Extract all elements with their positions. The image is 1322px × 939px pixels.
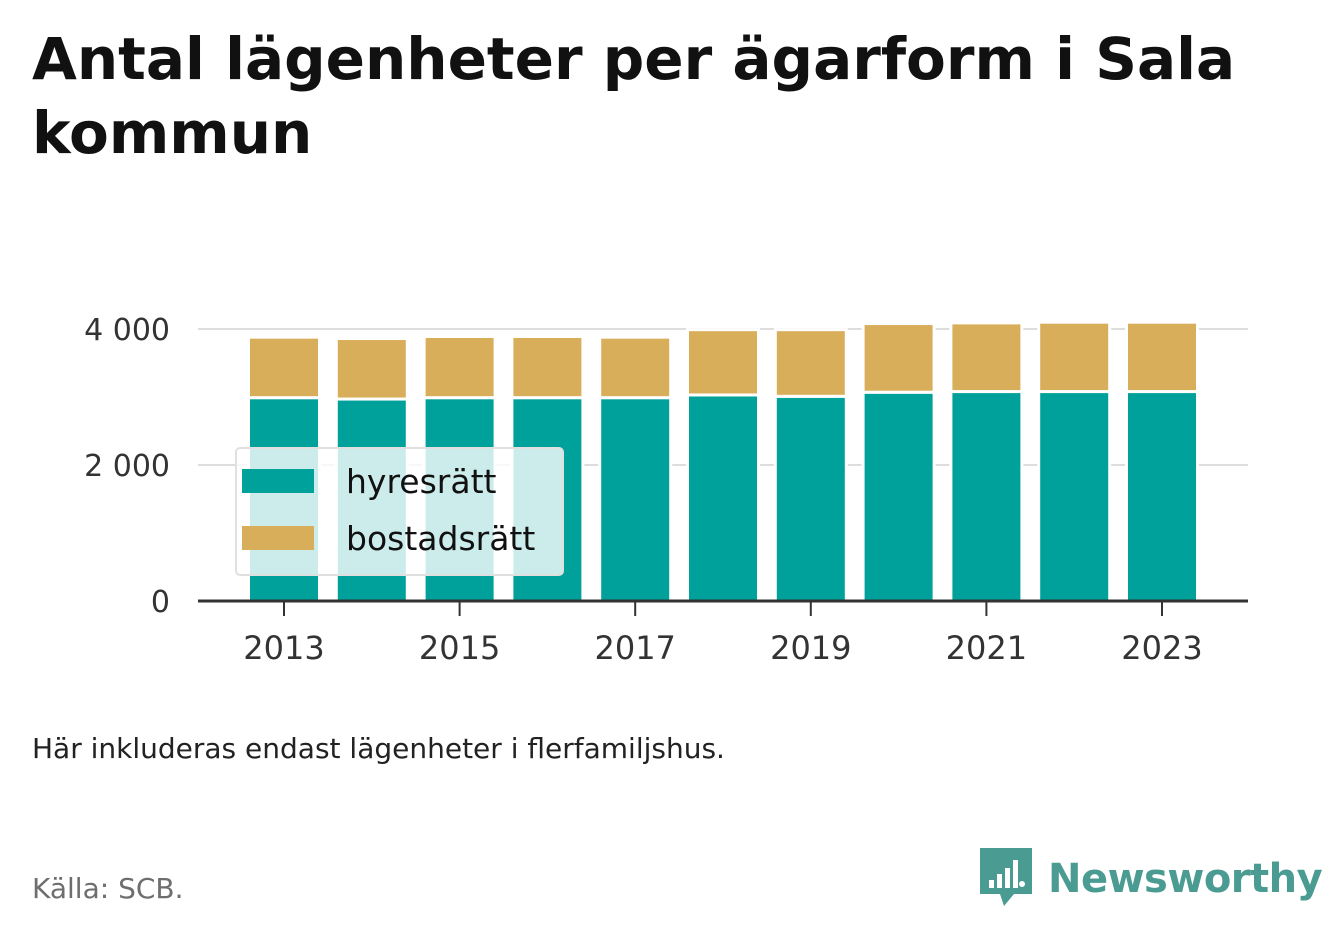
y-tick-label: 2 000 [84,449,170,484]
chart-title: Antal lägenheter per ägarform i Sala kom… [32,25,1236,167]
legend-swatch [242,526,314,550]
bar-hyresratt [949,390,1024,603]
source-text: Källa: SCB. [32,872,184,905]
x-tick-label: 2021 [946,629,1027,667]
legend-label: hyresrätt [346,462,497,501]
bar-hyresratt [773,394,848,603]
brand-name: Newsworthy [1048,856,1322,902]
bar-bostadsratt [773,328,848,398]
bar-bostadsratt [510,334,585,400]
bar-hyresratt [598,396,673,603]
legend-box [235,447,564,576]
bar-bostadsratt [247,335,321,400]
x-tick-label: 2013 [243,629,324,667]
bar-hyresratt [1125,390,1199,603]
x-tick-label: 2023 [1121,629,1202,667]
newsworthy-logo-icon [980,848,1032,906]
x-tick-label: 2017 [594,629,675,667]
legend-swatch [242,469,314,493]
bar-hyresratt [861,390,936,603]
bar-bostadsratt [1125,320,1199,394]
bar-bostadsratt [1037,320,1112,394]
bar-bostadsratt [598,335,673,400]
bar-hyresratt [686,393,760,603]
y-tick-label: 4 000 [84,313,170,348]
bar-bostadsratt [422,334,497,400]
legend-label: bostadsrätt [346,519,535,558]
x-tick-label: 2019 [770,629,851,667]
bar-bostadsratt [686,328,760,397]
chart-note: Här inkluderas endast lägenheter i flerf… [32,732,725,765]
newsworthy-brand: Newsworthy [980,848,1322,910]
chart-area: 0 2 000 4 000 2013 2015 2017 2019 2021 2023 hyres… [84,313,1248,667]
bar-bostadsratt [949,321,1024,394]
bar-bostadsratt [861,322,936,394]
bar-bostadsratt [334,337,409,401]
bar-hyresratt [1037,390,1112,603]
x-tick-label: 2015 [419,629,500,667]
y-tick-label: 0 [151,585,170,620]
